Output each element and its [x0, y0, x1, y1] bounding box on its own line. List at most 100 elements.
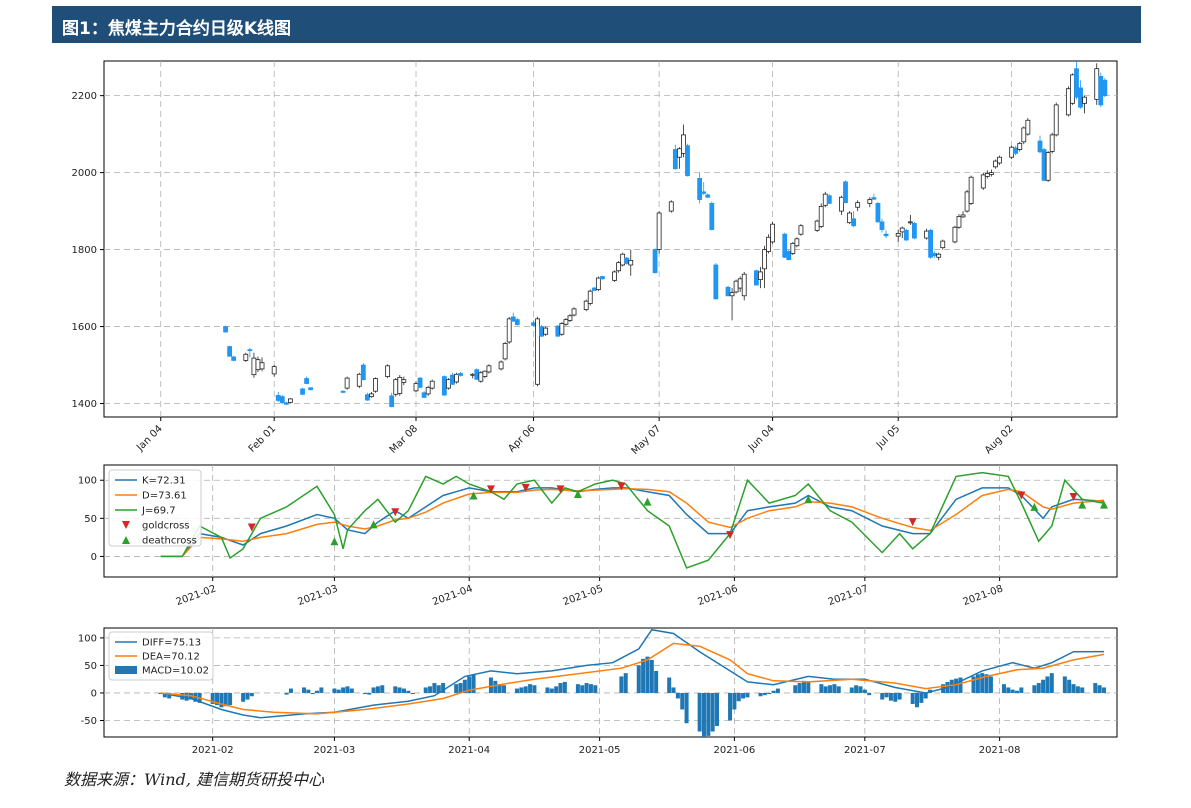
macd-series-diff — [160, 628, 1105, 719]
x-tick-label: 2021-02 — [175, 583, 218, 608]
y-tick-label: 100 — [78, 476, 97, 487]
candle-body — [356, 373, 362, 387]
macd-bar — [1049, 673, 1054, 693]
candle-body — [1098, 75, 1104, 106]
macd-bar — [680, 692, 685, 710]
candle-body — [458, 373, 463, 376]
macd-bar — [1080, 687, 1085, 693]
macd-bar — [858, 686, 863, 693]
candle-body — [668, 201, 674, 212]
candle-body — [843, 181, 848, 204]
macd-bar — [367, 692, 372, 695]
macd-bar — [593, 685, 598, 693]
deathcross-marker — [1099, 500, 1108, 509]
macd-bar — [345, 686, 350, 693]
macd-bar — [393, 686, 398, 693]
macd-bar — [228, 692, 233, 706]
macd-bar — [828, 685, 833, 693]
deathcross-marker — [369, 520, 378, 529]
candle-body — [271, 366, 277, 375]
candle-body — [907, 221, 913, 224]
macd-bar — [436, 685, 441, 693]
kdj-series-j — [160, 471, 1105, 569]
candle-body — [758, 271, 763, 281]
candle-body — [1037, 140, 1043, 153]
candle-body — [940, 240, 946, 249]
macd-bar — [880, 692, 885, 700]
macd-bar — [519, 687, 524, 693]
candle-body — [1053, 104, 1059, 136]
x-tick-label: 2021-08 — [962, 583, 1005, 608]
macd-bar — [375, 686, 380, 693]
x-tick-label: 2021-03 — [296, 583, 339, 608]
candle-body — [851, 218, 857, 227]
candle-body — [539, 326, 545, 337]
macd-bar — [501, 685, 506, 693]
macd-bar — [884, 692, 889, 698]
candle-body — [1049, 134, 1055, 152]
macd-bar — [215, 692, 220, 706]
macd-bar — [710, 692, 715, 732]
kdj-legend-box — [108, 469, 202, 547]
candle-body — [425, 386, 431, 395]
macd-legend-swatch — [115, 666, 137, 674]
macd-bar — [636, 665, 641, 693]
x-tick-label: Feb 01 — [247, 423, 279, 455]
goldcross-marker — [556, 485, 565, 494]
x-tick-label: Jul 05 — [874, 423, 902, 451]
candle-body — [652, 249, 658, 274]
macd-bar — [1045, 676, 1050, 693]
macd-bar — [362, 692, 367, 695]
macd-bar — [532, 685, 537, 693]
goldcross-marker — [1017, 491, 1026, 500]
macd-bar — [558, 683, 563, 693]
candle-body — [1013, 147, 1019, 154]
y-tick-label: 2000 — [72, 168, 97, 179]
macd-bar — [832, 684, 837, 693]
candle-body — [251, 357, 257, 376]
macd-bar — [775, 688, 780, 693]
macd-bar — [915, 692, 920, 708]
macd-bar — [167, 692, 172, 699]
macd-bar — [980, 673, 985, 693]
x-tick-label: 2021-04 — [431, 583, 474, 608]
macd-bar — [249, 692, 254, 697]
candle-body — [713, 264, 719, 300]
macd-bar — [619, 676, 624, 693]
candle-body — [441, 376, 447, 396]
macd-bar — [467, 676, 472, 693]
goldcross-marker — [391, 508, 400, 517]
goldcross-marker — [726, 531, 735, 540]
candle-body — [960, 214, 966, 218]
macd-bar — [162, 692, 167, 698]
candle-body — [283, 402, 289, 405]
candle-body — [984, 172, 990, 177]
x-tick-label: 2021-07 — [844, 745, 886, 756]
macd-bar — [1019, 687, 1024, 693]
candle-body — [741, 273, 747, 297]
kdj-legend-label: deathcross — [142, 536, 197, 547]
macd-bar — [954, 678, 959, 693]
macd-bar — [454, 684, 459, 693]
macd-bar — [219, 692, 224, 708]
candle-body — [567, 315, 573, 321]
candle-body — [454, 373, 459, 383]
x-tick-label: 2021-06 — [714, 745, 756, 756]
candle-body — [903, 229, 909, 241]
x-tick-label: 2021-04 — [448, 745, 490, 756]
macd-bar — [771, 690, 776, 693]
deathcross-marker — [804, 495, 813, 504]
macd-bar — [341, 687, 346, 693]
macd-bar — [1062, 676, 1067, 693]
macd-bar — [523, 686, 528, 693]
candle-body — [1074, 68, 1079, 98]
candle-body — [932, 253, 938, 257]
macd-panel: -50 0 50 100 2021-02 2021-03 2021-04 2021-05 202… — [78, 627, 1118, 756]
candle-body — [1082, 96, 1087, 104]
macd-bar — [401, 688, 406, 693]
candle-plot-frame — [103, 60, 1118, 418]
figure-title: 图1：焦煤主力合约日级K线图 — [62, 19, 292, 39]
macd-bar — [667, 677, 672, 693]
candle-body — [510, 316, 516, 322]
macd-bar — [697, 692, 702, 732]
